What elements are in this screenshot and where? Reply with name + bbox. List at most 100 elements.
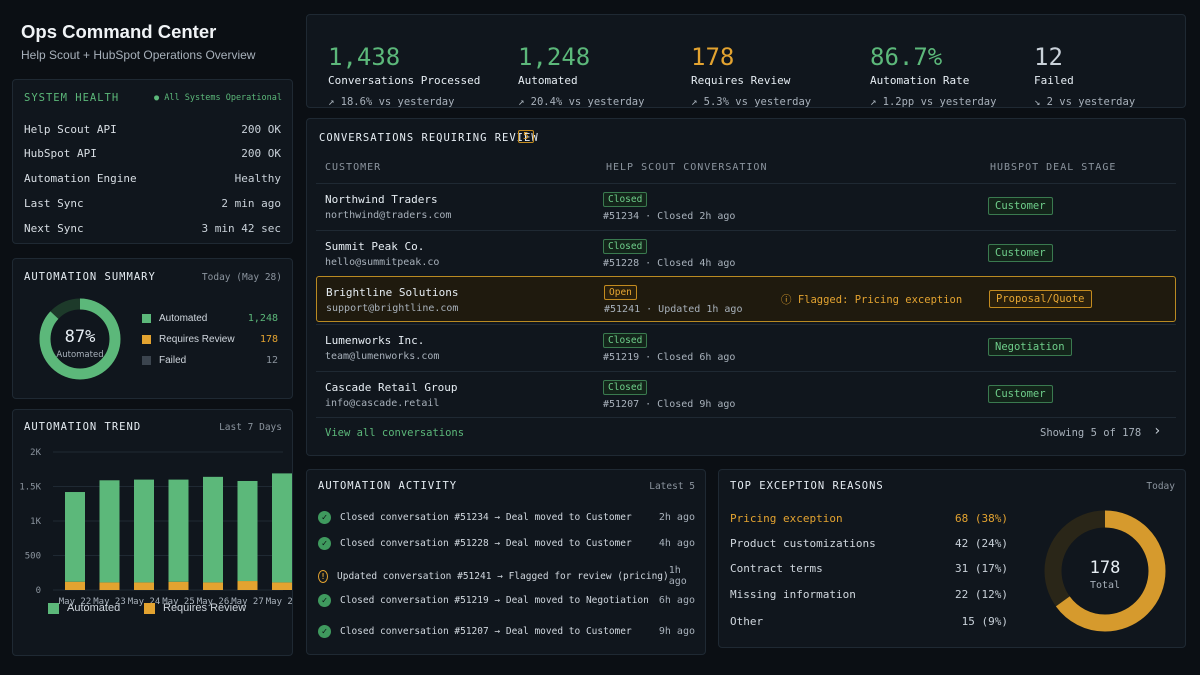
conversation-meta: #51241 · Updated 1h ago	[604, 304, 743, 315]
health-key: Next Sync	[24, 222, 84, 235]
kpi-label: Failed	[1034, 74, 1074, 87]
exception-reasons-panel: TOP EXCEPTION REASONS Today Pricing exce…	[718, 469, 1186, 648]
health-value: 3 min 42 sec	[201, 222, 281, 235]
activity-item[interactable]: ✓ Closed conversation #51234 → Deal moved…	[318, 511, 695, 524]
panel-title: AUTOMATION ACTIVITY	[318, 480, 458, 492]
customer-name: Lumenworks Inc.	[325, 334, 425, 347]
health-row: Help Scout API 200 OK	[24, 123, 281, 136]
table-row-flagged[interactable]: Brightline Solutions support@brightline.…	[316, 276, 1176, 322]
kpi-delta: ↗ 1.2pp vs yesterday	[870, 96, 997, 108]
x-tick-label: May 26	[197, 597, 230, 607]
check-icon: ✓	[318, 537, 331, 550]
exception-reason: Other	[730, 615, 764, 628]
bar-automated[interactable]	[99, 480, 120, 583]
health-key: Help Scout API	[24, 123, 117, 136]
panel-period: Today (May 28)	[201, 272, 282, 283]
x-tick-label: May 25	[162, 597, 195, 607]
next-page-chevron-icon[interactable]: ›	[1153, 423, 1162, 439]
column-header-customer[interactable]: CUSTOMER	[325, 162, 382, 173]
bar-automated[interactable]	[134, 479, 154, 583]
kpi-label: Automated	[518, 74, 578, 87]
bar-requires-review[interactable]	[237, 581, 258, 590]
legend-label: Automated	[159, 313, 208, 324]
exception-count: 42 (24%)	[955, 537, 1008, 550]
legend-swatch	[142, 356, 151, 365]
column-header-stage[interactable]: HUBSPOT DEAL STAGE	[990, 162, 1117, 173]
check-icon: ✓	[318, 511, 331, 524]
exception-count: 22 (12%)	[955, 588, 1008, 601]
customer-email: support@brightline.com	[326, 303, 459, 314]
bar-requires-review[interactable]	[65, 581, 85, 590]
customer-name: Summit Peak Co.	[325, 240, 425, 253]
warning-icon: ⓘ	[781, 294, 792, 306]
table-row[interactable]: Northwind Traders northwind@traders.com …	[316, 183, 1176, 229]
activity-time: 1h ago	[668, 565, 687, 587]
panel-period: Latest 5	[649, 481, 695, 492]
exception-reason: Product customizations	[730, 537, 876, 550]
deal-stage-badge: Negotiation	[988, 338, 1072, 356]
check-icon: ✓	[318, 625, 331, 638]
customer-email: team@lumenworks.com	[325, 351, 440, 362]
panel-period: Today	[1146, 481, 1175, 492]
table-row[interactable]: Lumenworks Inc. team@lumenworks.com Clos…	[316, 324, 1176, 370]
legend-label: Requires Review	[159, 334, 235, 345]
y-tick-label: 2K	[30, 448, 41, 458]
bar-automated[interactable]	[65, 492, 85, 582]
bar-requires-review[interactable]	[168, 581, 189, 590]
column-header-conversation[interactable]: HELP SCOUT CONVERSATION	[606, 162, 768, 173]
status-badge: ● All Systems Operational	[154, 93, 282, 103]
health-key: Automation Engine	[24, 172, 137, 185]
x-tick-label: May 27	[231, 597, 264, 607]
bar-automated[interactable]	[237, 480, 258, 582]
bar-automated[interactable]	[168, 479, 189, 582]
kpi-label: Automation Rate	[870, 74, 970, 87]
bar-automated[interactable]	[272, 473, 292, 583]
health-value: 200 OK	[241, 147, 281, 160]
legend-value: 1,248	[247, 313, 278, 324]
health-value: Healthy	[234, 172, 281, 185]
page-subtitle: Help Scout + HubSpot Operations Overview	[21, 48, 256, 62]
kpi-delta: ↗ 20.4% vs yesterday	[518, 96, 645, 108]
donut-center-value: 87%	[65, 327, 96, 347]
automation-donut: 87% Automated	[39, 298, 121, 380]
bar-requires-review[interactable]	[272, 582, 292, 590]
table-row[interactable]: Summit Peak Co. hello@summitpeak.co Clos…	[316, 230, 1176, 276]
kpi-label: Requires Review	[691, 74, 791, 87]
activity-item[interactable]: ✓ Closed conversation #51207 → Deal moved…	[318, 625, 695, 638]
kpi-bar: 1,438 Conversations Processed ↗ 18.6% vs…	[306, 14, 1186, 108]
exception-row[interactable]: Contract terms 31 (17%)	[730, 562, 1008, 575]
exception-count: 31 (17%)	[955, 562, 1008, 575]
kpi-value: 86.7%	[870, 43, 943, 71]
status-badge: Closed	[603, 192, 648, 207]
check-icon: ✓	[318, 594, 331, 607]
donut-center-label: Automated	[56, 350, 103, 360]
health-row: HubSpot API 200 OK	[24, 147, 281, 160]
table-row[interactable]: Cascade Retail Group info@cascade.retail…	[316, 371, 1176, 417]
bar-requires-review[interactable]	[99, 582, 120, 590]
table-footer-divider	[316, 417, 1176, 418]
health-row: Next Sync 3 min 42 sec	[24, 222, 281, 235]
exception-row[interactable]: Other 15 (9%)	[730, 615, 1008, 628]
bar-requires-review[interactable]	[203, 582, 223, 590]
deal-stage-badge: Customer	[988, 244, 1053, 262]
status-badge: Open	[604, 285, 637, 300]
kpi-requires-review: 178 Requires Review ↗ 5.3% vs yesterday	[691, 43, 811, 108]
activity-item[interactable]: ! Updated conversation #51241 → Flagged f…	[318, 565, 695, 587]
pricing-exception-arc	[1044, 510, 1166, 632]
exception-row[interactable]: Product customizations 42 (24%)	[730, 537, 1008, 550]
exception-row[interactable]: Missing information 22 (12%)	[730, 588, 1008, 601]
bar-automated[interactable]	[203, 476, 223, 583]
bar-requires-review[interactable]	[134, 582, 154, 590]
activity-item[interactable]: ✓ Closed conversation #51219 → Deal moved…	[318, 594, 695, 607]
kpi-delta: ↗ 18.6% vs yesterday	[328, 96, 455, 108]
y-tick-label: 1.5K	[19, 483, 41, 493]
exceptions-donut: 178 Total	[1044, 510, 1166, 632]
exception-row[interactable]: Pricing exception 68 (38%)	[730, 512, 1008, 525]
legend-swatch	[48, 602, 59, 614]
kpi-automation-rate: 86.7% Automation Rate ↗ 1.2pp vs yesterd…	[870, 43, 996, 108]
legend-item: Automated 1,248	[142, 313, 278, 324]
legend-label: Requires Review	[163, 602, 247, 614]
view-all-conversations-link[interactable]: View all conversations	[325, 427, 465, 439]
customer-name: Brightline Solutions	[326, 286, 459, 299]
activity-item[interactable]: ✓ Closed conversation #51228 → Deal moved…	[318, 537, 695, 550]
